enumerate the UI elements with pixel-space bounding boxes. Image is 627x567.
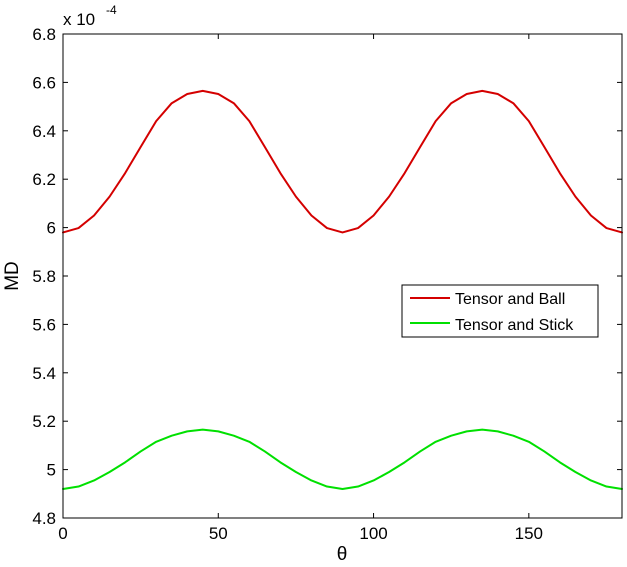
exponent-power: -4 [106, 3, 117, 17]
legend-box [401, 284, 599, 338]
y-tick-label: 6.8 [32, 25, 56, 44]
legend: Tensor and Ball Tensor and Stick [401, 284, 599, 338]
ticks-layer: 0 50 100 150 4.8 5 5.2 5.4 5.6 5.8 6 6.2 6.4 6.6 6.8 [32, 25, 622, 543]
x-tick-label: 0 [58, 524, 67, 543]
series-line-tensor-and-stick [62, 428, 623, 490]
y-tick-label: 5 [47, 461, 56, 480]
y-tick-label: 6.2 [32, 170, 56, 189]
y-tick-label: 5.6 [32, 315, 56, 334]
exponent-base: x 10 [63, 10, 95, 29]
x-tick-label: 50 [209, 524, 228, 543]
y-axis-title: MD [2, 261, 23, 291]
y-tick-label: 6.6 [32, 73, 56, 92]
x-tick-label: 100 [359, 524, 387, 543]
y-tick-label: 4.8 [32, 509, 56, 528]
x-tick-label: 150 [515, 524, 543, 543]
y-tick-label: 6.4 [32, 122, 56, 141]
y-tick-label: 5.8 [32, 267, 56, 286]
series-line-tensor-and-ball [62, 89, 623, 234]
x-axis-title: θ [337, 544, 348, 565]
y-tick-label: 5.2 [32, 412, 56, 431]
series-layer [62, 89, 623, 490]
legend-label-stick: Tensor and Stick [455, 317, 574, 334]
y-tick-label: 6 [47, 219, 56, 238]
y-tick-label: 5.4 [32, 364, 56, 383]
legend-label-ball: Tensor and Ball [455, 291, 565, 308]
